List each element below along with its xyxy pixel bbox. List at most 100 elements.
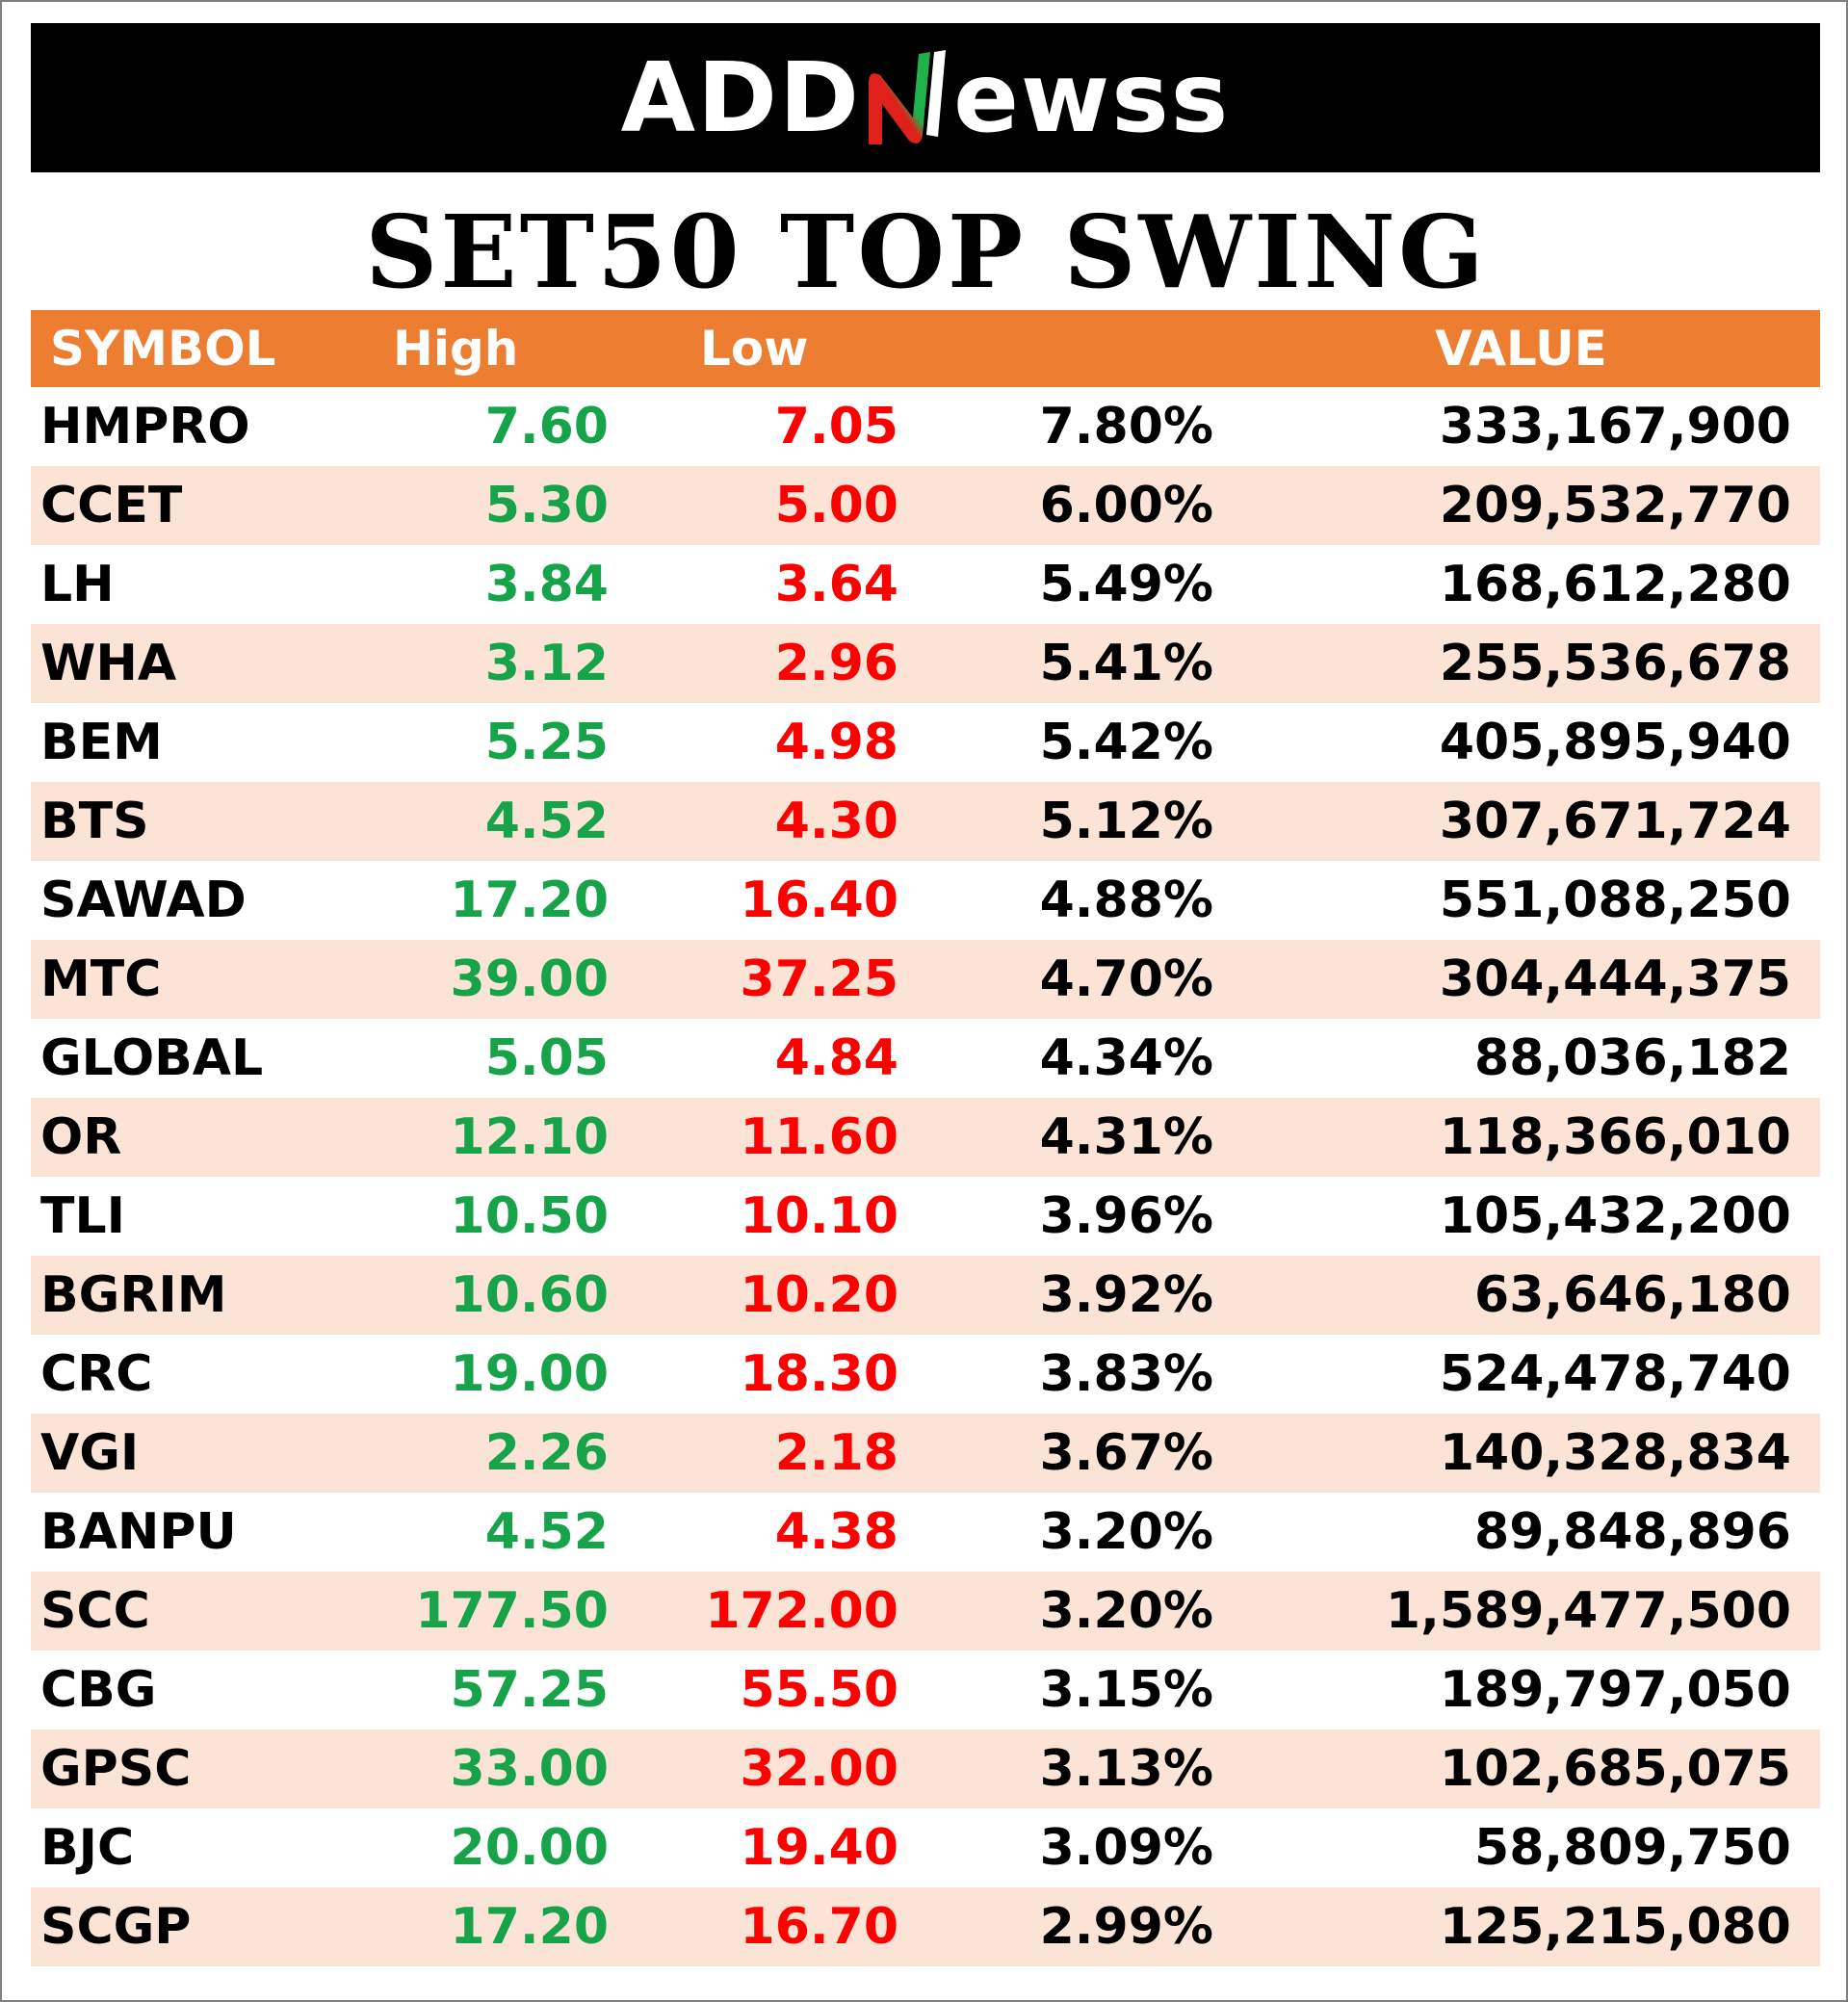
table-row: LH 3.84 3.64 5.49% 168,612,280 [31, 545, 1820, 624]
low-cell: 16.40 [740, 871, 898, 929]
swing-percent-cell: 3.96% [1039, 1187, 1213, 1245]
value-cell: 307,671,724 [1439, 793, 1791, 850]
high-cell: 17.20 [450, 871, 609, 929]
symbol-cell: HMPRO [40, 398, 250, 455]
symbol-cell: LH [40, 556, 115, 613]
symbol-cell: OR [40, 1108, 122, 1166]
table-row: BANPU 4.52 4.38 3.20% 89,848,896 [31, 1493, 1820, 1572]
table-row: GPSC 33.00 32.00 3.13% 102,685,075 [31, 1729, 1820, 1808]
low-cell: 32.00 [740, 1740, 898, 1798]
swing-percent-cell: 2.99% [1039, 1898, 1213, 1956]
value-cell: 118,366,010 [1439, 1108, 1791, 1166]
symbol-cell: BEM [40, 714, 163, 771]
symbol-cell: CBG [40, 1661, 157, 1719]
value-cell: 58,809,750 [1474, 1819, 1791, 1877]
value-cell: 551,088,250 [1439, 871, 1791, 929]
swing-percent-cell: 3.13% [1039, 1740, 1213, 1798]
low-cell: 16.70 [740, 1898, 898, 1956]
table-row: BTS 4.52 4.30 5.12% 307,671,724 [31, 782, 1820, 861]
low-cell: 10.10 [740, 1187, 898, 1245]
swing-percent-cell: 5.49% [1039, 556, 1213, 613]
high-cell: 7.60 [484, 398, 609, 455]
low-cell: 5.00 [774, 477, 898, 534]
logo-n-icon [869, 49, 947, 144]
swing-percent-cell: 3.15% [1039, 1661, 1213, 1719]
swing-percent-cell: 3.20% [1039, 1582, 1213, 1640]
swing-percent-cell: 4.88% [1039, 871, 1213, 929]
high-cell: 4.52 [484, 1503, 609, 1561]
high-cell: 177.50 [415, 1582, 609, 1640]
symbol-cell: MTC [40, 950, 162, 1008]
table-row: BEM 5.25 4.98 5.42% 405,895,940 [31, 703, 1820, 782]
low-cell: 11.60 [740, 1108, 898, 1166]
high-cell: 33.00 [450, 1740, 609, 1798]
table-row: CCET 5.30 5.00 6.00% 209,532,770 [31, 466, 1820, 545]
logo-text-ewss: ewss [953, 41, 1231, 154]
value-cell: 1,589,477,500 [1385, 1582, 1791, 1640]
high-cell: 20.00 [450, 1819, 609, 1877]
low-cell: 19.40 [740, 1819, 898, 1877]
table-row: CRC 19.00 18.30 3.83% 524,478,740 [31, 1335, 1820, 1414]
high-cell: 19.00 [450, 1345, 609, 1403]
table-header: SYMBOL High Low VALUE [31, 310, 1820, 387]
high-cell: 39.00 [450, 950, 609, 1008]
table-row: SCGP 17.20 16.70 2.99% 125,215,080 [31, 1887, 1820, 1966]
high-cell: 10.50 [450, 1187, 609, 1245]
value-cell: 255,536,678 [1439, 635, 1791, 692]
table-row: HMPRO 7.60 7.05 7.80% 333,167,900 [31, 387, 1820, 466]
symbol-cell: BJC [40, 1819, 135, 1877]
high-cell: 10.60 [450, 1266, 609, 1324]
value-cell: 524,478,740 [1439, 1345, 1791, 1403]
table-row: BGRIM 10.60 10.20 3.92% 63,646,180 [31, 1256, 1820, 1335]
symbol-cell: SCGP [40, 1898, 192, 1956]
low-cell: 3.64 [774, 556, 898, 613]
high-cell: 12.10 [450, 1108, 609, 1166]
swing-percent-cell: 6.00% [1039, 477, 1213, 534]
logo-text-add: ADD [620, 41, 862, 154]
symbol-cell: TLI [40, 1187, 125, 1245]
high-cell: 5.05 [484, 1029, 609, 1087]
header-low: Low [700, 321, 809, 377]
swing-percent-cell: 7.80% [1039, 398, 1213, 455]
value-cell: 333,167,900 [1439, 398, 1791, 455]
table-row: GLOBAL 5.05 4.84 4.34% 88,036,182 [31, 1019, 1820, 1098]
low-cell: 7.05 [774, 398, 898, 455]
symbol-cell: BGRIM [40, 1266, 227, 1324]
low-cell: 2.18 [774, 1424, 898, 1482]
table-body: HMPRO 7.60 7.05 7.80% 333,167,900 CCET 5.30 5.0… [31, 387, 1820, 1966]
swing-percent-cell: 3.67% [1039, 1424, 1213, 1482]
swing-percent-cell: 5.41% [1039, 635, 1213, 692]
symbol-cell: CCET [40, 477, 183, 534]
high-cell: 17.20 [450, 1898, 609, 1956]
value-cell: 125,215,080 [1439, 1898, 1791, 1956]
low-cell: 18.30 [740, 1345, 898, 1403]
brand-banner: ADD ewss [31, 23, 1820, 172]
low-cell: 10.20 [740, 1266, 898, 1324]
value-cell: 168,612,280 [1439, 556, 1791, 613]
symbol-cell: BTS [40, 793, 149, 850]
high-cell: 4.52 [484, 793, 609, 850]
symbol-cell: SAWAD [40, 871, 247, 929]
value-cell: 89,848,896 [1474, 1503, 1791, 1561]
swing-percent-cell: 4.34% [1039, 1029, 1213, 1087]
low-cell: 4.30 [774, 793, 898, 850]
low-cell: 4.84 [774, 1029, 898, 1087]
table-row: MTC 39.00 37.25 4.70% 304,444,375 [31, 940, 1820, 1019]
table-row: CBG 57.25 55.50 3.15% 189,797,050 [31, 1651, 1820, 1729]
swing-percent-cell: 5.12% [1039, 793, 1213, 850]
symbol-cell: VGI [40, 1424, 140, 1482]
table-row: SCC 177.50 172.00 3.20% 1,589,477,500 [31, 1572, 1820, 1651]
symbol-cell: BANPU [40, 1503, 237, 1561]
low-cell: 55.50 [740, 1661, 898, 1719]
value-cell: 63,646,180 [1474, 1266, 1791, 1324]
swing-percent-cell: 3.83% [1039, 1345, 1213, 1403]
low-cell: 4.98 [774, 714, 898, 771]
symbol-cell: SCC [40, 1582, 150, 1640]
value-cell: 304,444,375 [1439, 950, 1791, 1008]
table-row: BJC 20.00 19.40 3.09% 58,809,750 [31, 1808, 1820, 1887]
page-title: SET50 TOP SWING [365, 193, 1487, 311]
low-cell: 4.38 [774, 1503, 898, 1561]
symbol-cell: GPSC [40, 1740, 192, 1798]
value-cell: 102,685,075 [1439, 1740, 1791, 1798]
